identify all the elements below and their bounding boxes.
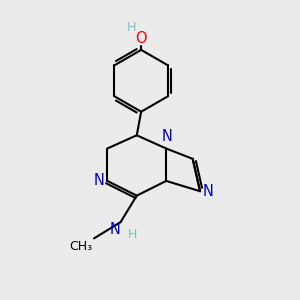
Text: N: N [94, 173, 105, 188]
Text: N: N [203, 184, 214, 199]
Text: H: H [128, 228, 137, 241]
Text: O: O [135, 32, 147, 46]
Text: H: H [127, 21, 136, 34]
Text: CH₃: CH₃ [70, 240, 93, 253]
Text: N: N [110, 222, 121, 237]
Text: N: N [161, 129, 172, 144]
